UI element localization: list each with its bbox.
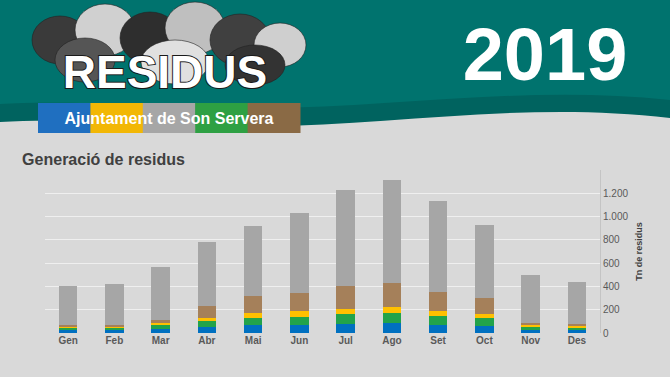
svg-text:Tn de residus: Tn de residus	[634, 222, 644, 281]
svg-text:2019: 2019	[463, 13, 628, 96]
svg-text:600: 600	[603, 258, 620, 269]
svg-text:RESIDUS: RESIDUS	[63, 46, 267, 98]
svg-text:Des: Des	[568, 335, 587, 346]
svg-text:Generació de residus: Generació de residus	[22, 151, 185, 168]
svg-text:200: 200	[603, 304, 620, 315]
svg-text:Abr: Abr	[198, 335, 215, 346]
svg-text:Jun: Jun	[290, 335, 308, 346]
svg-text:Ajuntament de Son Servera: Ajuntament de Son Servera	[65, 110, 274, 127]
svg-text:Mar: Mar	[152, 335, 170, 346]
svg-text:400: 400	[603, 281, 620, 292]
svg-text:Feb: Feb	[105, 335, 123, 346]
svg-text:1.000: 1.000	[603, 211, 628, 222]
svg-text:800: 800	[603, 234, 620, 245]
svg-text:Ago: Ago	[382, 335, 401, 346]
svg-text:Gen: Gen	[58, 335, 77, 346]
svg-text:Oct: Oct	[476, 335, 493, 346]
svg-text:1.200: 1.200	[603, 188, 628, 199]
svg-text:Nov: Nov	[521, 335, 540, 346]
svg-text:Set: Set	[430, 335, 446, 346]
svg-text:Jul: Jul	[338, 335, 353, 346]
svg-text:Mai: Mai	[245, 335, 262, 346]
svg-text:0: 0	[603, 328, 609, 339]
